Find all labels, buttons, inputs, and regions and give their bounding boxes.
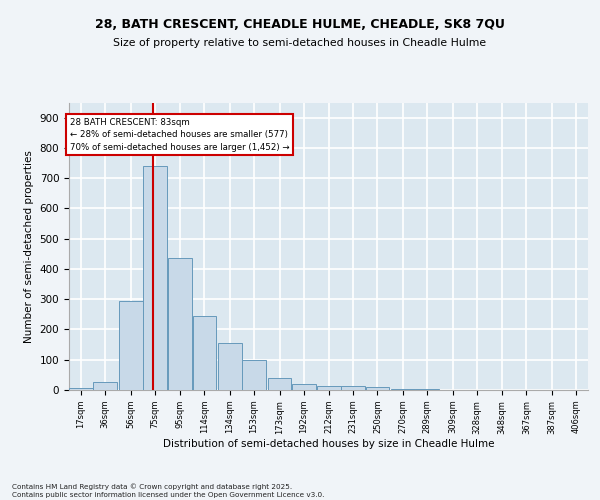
Bar xyxy=(218,343,242,390)
X-axis label: Distribution of semi-detached houses by size in Cheadle Hulme: Distribution of semi-detached houses by … xyxy=(163,440,494,450)
Bar xyxy=(292,384,316,390)
Bar xyxy=(391,389,415,390)
Bar xyxy=(143,166,167,390)
Bar xyxy=(94,382,117,390)
Bar xyxy=(317,386,341,390)
Text: 28, BATH CRESCENT, CHEADLE HULME, CHEADLE, SK8 7QU: 28, BATH CRESCENT, CHEADLE HULME, CHEADL… xyxy=(95,18,505,30)
Bar xyxy=(268,378,292,390)
Y-axis label: Number of semi-detached properties: Number of semi-detached properties xyxy=(24,150,34,342)
Bar xyxy=(69,388,93,390)
Bar xyxy=(242,360,266,390)
Text: Contains HM Land Registry data © Crown copyright and database right 2025.
Contai: Contains HM Land Registry data © Crown c… xyxy=(12,483,325,498)
Bar xyxy=(169,258,192,390)
Text: Size of property relative to semi-detached houses in Cheadle Hulme: Size of property relative to semi-detach… xyxy=(113,38,487,48)
Bar xyxy=(193,316,217,390)
Bar xyxy=(119,300,143,390)
Bar xyxy=(365,387,389,390)
Bar xyxy=(341,386,365,390)
Text: 28 BATH CRESCENT: 83sqm
← 28% of semi-detached houses are smaller (577)
70% of s: 28 BATH CRESCENT: 83sqm ← 28% of semi-de… xyxy=(70,118,289,152)
